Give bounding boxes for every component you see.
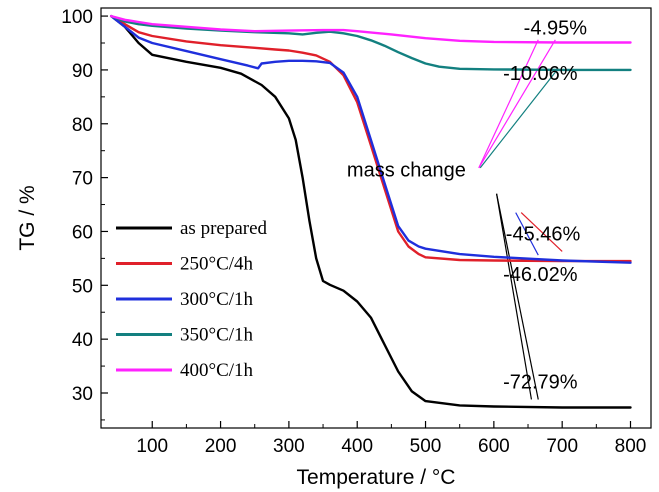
legend-label: as prepared bbox=[180, 218, 268, 239]
annotation-pointers bbox=[478, 39, 563, 400]
annotation-label: -45.46% bbox=[506, 224, 581, 246]
x-tick-label: 800 bbox=[615, 436, 647, 457]
legend-label: 350°C/1h bbox=[180, 325, 254, 346]
x-tick-label: 300 bbox=[273, 436, 305, 457]
legend-label: 300°C/1h bbox=[180, 289, 254, 310]
annotation-pointer-line bbox=[515, 212, 539, 256]
annotation-pointer-line bbox=[478, 39, 556, 169]
y-tick-label: 40 bbox=[72, 330, 93, 351]
y-axis-label: TG / % bbox=[16, 185, 39, 250]
series-line bbox=[110, 14, 632, 72]
annotation-labels: -4.95% -10.06% mass change -45.46% -46.02% -7… bbox=[347, 17, 587, 393]
y-tick-label: 50 bbox=[72, 276, 93, 297]
y-tick-label: 30 bbox=[72, 384, 93, 405]
annotation-label: -72.79% bbox=[503, 372, 578, 394]
x-tick-label: 500 bbox=[410, 436, 442, 457]
annotation-pointer-line bbox=[479, 71, 556, 169]
axis-ticks: 100 200 300 400 500 600 700 800 30 40 50 60 70 80 90 10… bbox=[61, 7, 646, 457]
series-line bbox=[110, 14, 632, 264]
legend-label: 400°C/1h bbox=[180, 360, 254, 381]
x-tick-label: 100 bbox=[136, 436, 168, 457]
x-tick-label: 400 bbox=[341, 436, 373, 457]
annotation-pointer-line bbox=[520, 212, 563, 252]
plot-frame bbox=[100, 7, 652, 429]
y-tick-label: 90 bbox=[72, 61, 93, 82]
annotation-label: mass change bbox=[347, 160, 466, 182]
annotation-pointer-line bbox=[495, 193, 533, 400]
annotation-label: -4.95% bbox=[524, 17, 588, 39]
annotation-pointer-line bbox=[496, 193, 539, 400]
y-tick-label: 60 bbox=[72, 222, 93, 243]
y-tick-label: 70 bbox=[72, 169, 93, 190]
x-tick-label: 700 bbox=[546, 436, 578, 457]
x-tick-label: 600 bbox=[478, 436, 510, 457]
x-tick-label: 200 bbox=[205, 436, 237, 457]
data-series bbox=[110, 14, 632, 409]
annotation-pointer-line bbox=[478, 39, 539, 169]
y-tick-label: 100 bbox=[61, 7, 93, 28]
annotation-label: -46.02% bbox=[503, 264, 578, 286]
x-axis-label: Temperature / °C bbox=[297, 466, 456, 489]
legend: as prepared 250°C/4h 300°C/1h 350°C/1h 400°C… bbox=[116, 218, 268, 381]
annotation-label: -10.06% bbox=[503, 63, 578, 85]
series-line bbox=[110, 14, 632, 44]
y-tick-label: 80 bbox=[72, 115, 93, 136]
legend-label: 250°C/4h bbox=[180, 254, 254, 275]
series-line bbox=[110, 14, 632, 409]
